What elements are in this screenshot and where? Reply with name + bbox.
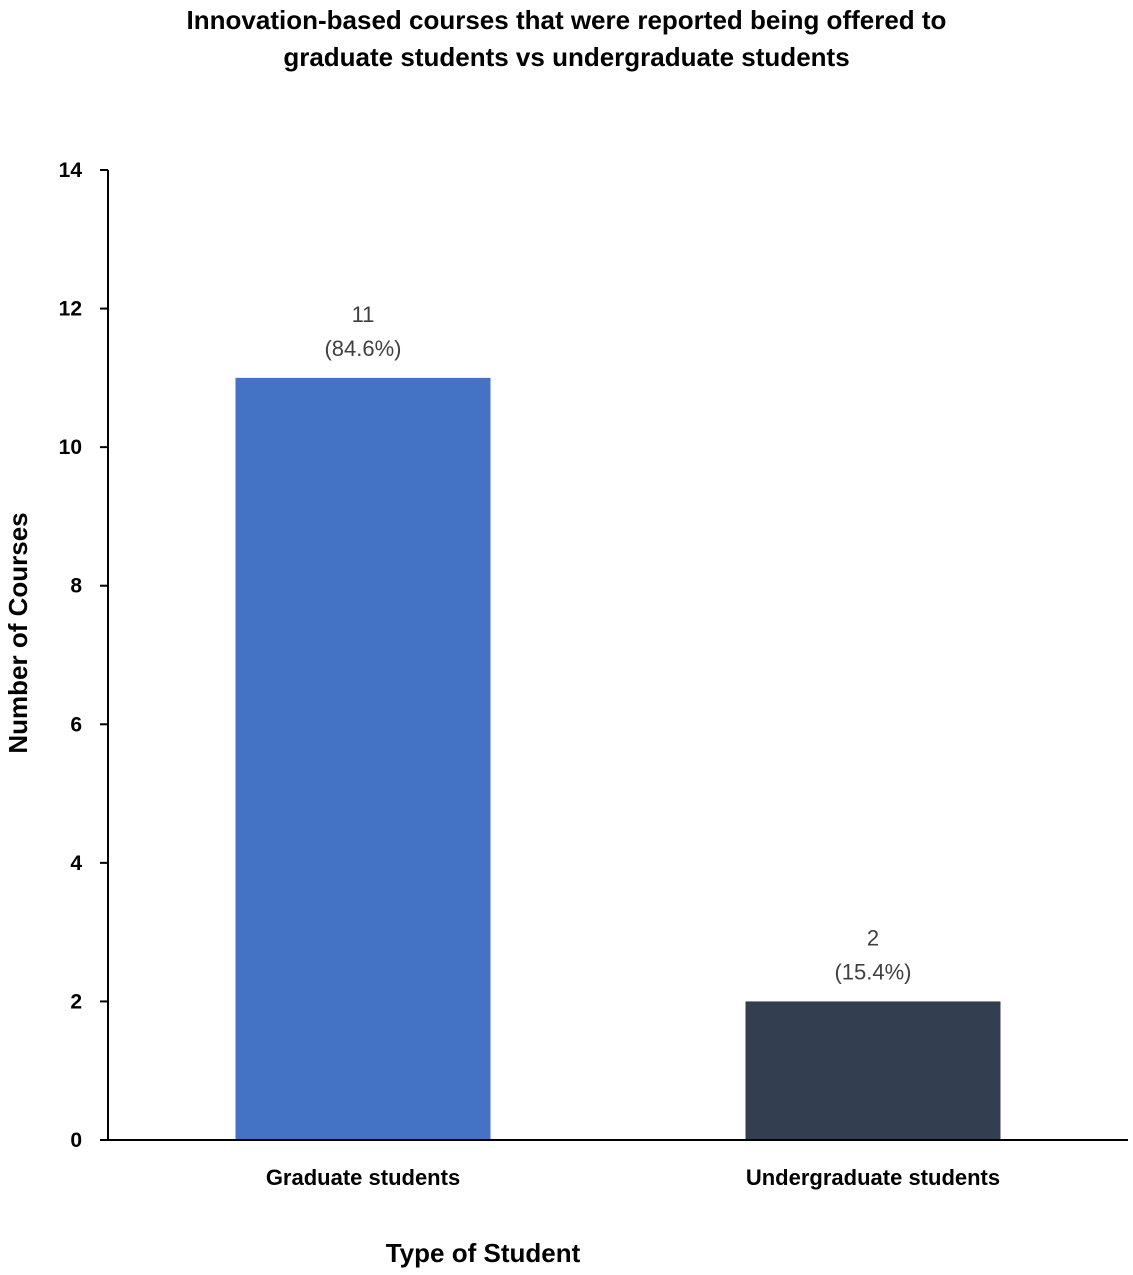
- data-label-percent: (84.6%): [324, 336, 401, 361]
- y-tick-label: 8: [70, 575, 82, 598]
- y-tick-label: 6: [70, 713, 82, 736]
- x-category-label: Graduate students: [266, 1165, 460, 1190]
- bars: [235, 377, 1001, 1140]
- x-axis-categories: Graduate students Undergraduate students: [266, 1165, 1000, 1190]
- bar-undergraduate: [745, 1001, 1001, 1140]
- data-label-percent: (15.4%): [834, 959, 911, 984]
- chart-title-line-2: graduate students vs undergraduate stude…: [283, 42, 850, 72]
- bar-graduate: [235, 377, 491, 1140]
- chart-title-line-1: Innovation-based courses that were repor…: [186, 5, 947, 35]
- y-tick-label: 10: [59, 436, 82, 459]
- y-tick-label: 2: [70, 990, 82, 1013]
- data-label-value: 2: [867, 925, 879, 950]
- y-tick-label: 4: [70, 852, 82, 875]
- chart-title: Innovation-based courses that were repor…: [0, 2, 1133, 76]
- x-category-label: Undergraduate students: [746, 1165, 1000, 1190]
- y-tick-label: 0: [70, 1129, 82, 1152]
- x-axis-title: Type of Student: [386, 1238, 581, 1268]
- y-axis-ticks: 0 2 4 6 8 10 12 14: [59, 159, 108, 1152]
- y-tick-label: 12: [59, 298, 82, 321]
- y-tick-label: 14: [59, 159, 83, 182]
- data-label-value: 11: [352, 302, 375, 327]
- data-labels: 11 (84.6%) 2 (15.4%): [324, 302, 911, 985]
- y-axis-title: Number of Courses: [3, 512, 33, 753]
